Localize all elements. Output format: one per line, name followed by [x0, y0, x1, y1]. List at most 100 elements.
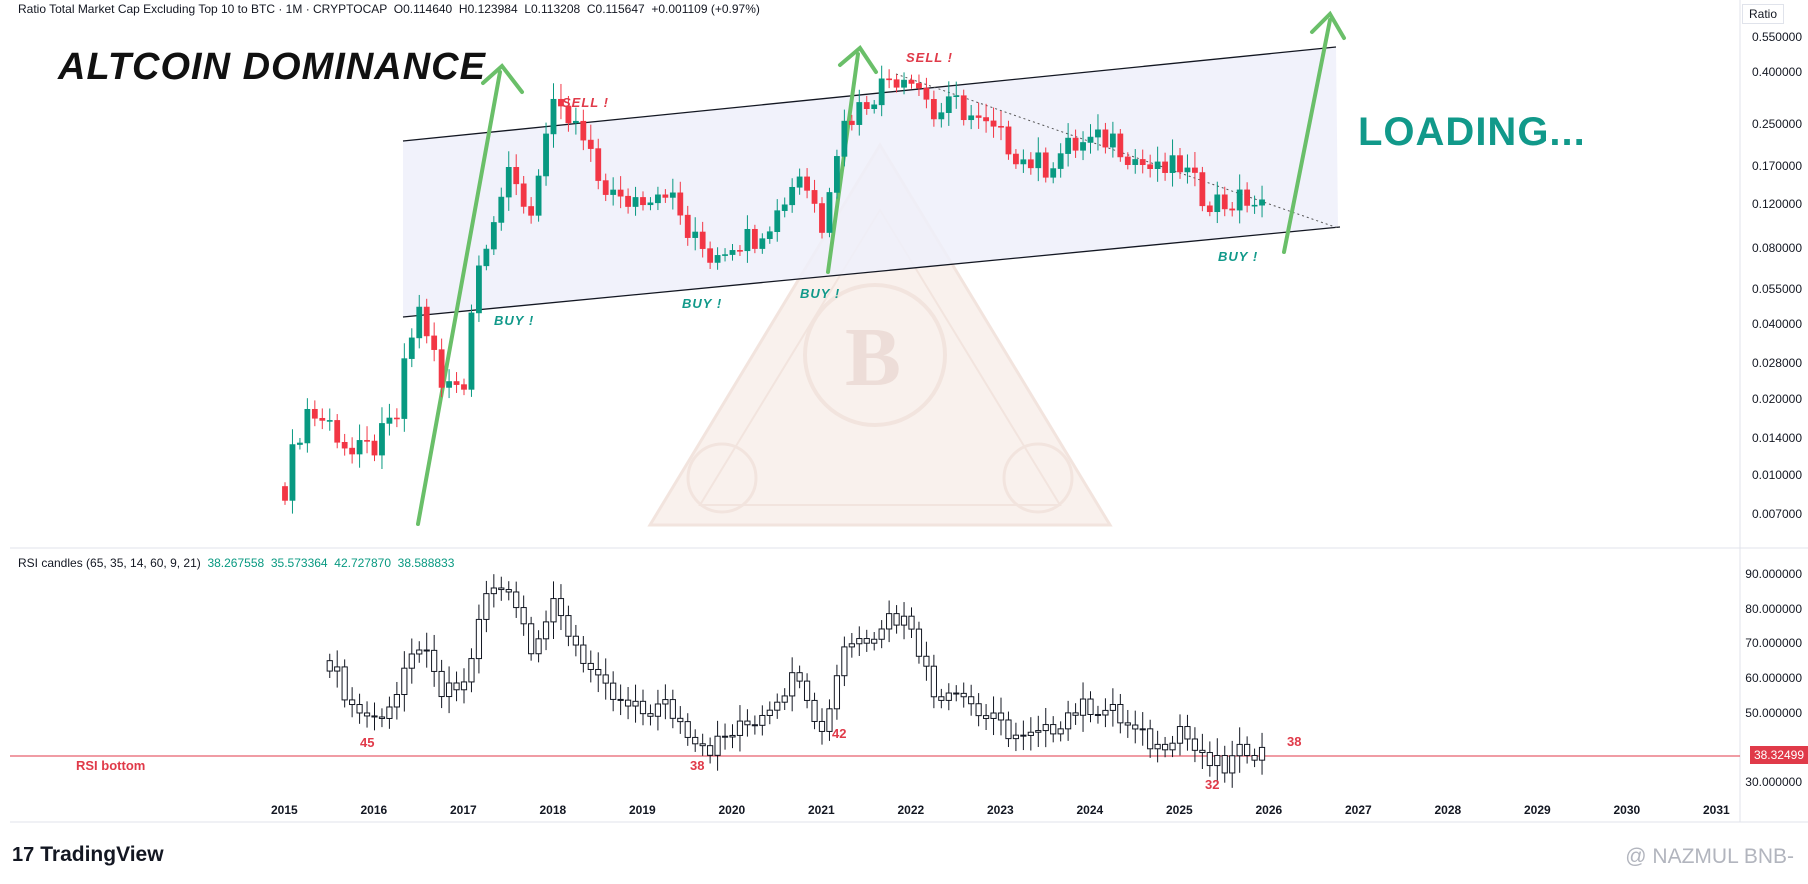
open-value: 0.114640	[403, 2, 453, 16]
rsi-axis-tick: 50.000000	[1745, 705, 1802, 720]
price-candle-body	[804, 176, 810, 191]
rsi-candle-body	[438, 670, 445, 698]
rsi-candle-body	[1229, 755, 1236, 774]
rsi-candle-body	[572, 635, 579, 646]
price-candle-body	[774, 210, 781, 232]
price-candle-body	[1080, 142, 1086, 151]
price-candle-body	[587, 139, 594, 149]
price-candle-body	[476, 265, 482, 314]
rsi-candle-body	[677, 717, 684, 723]
time-axis-tick: 2017	[450, 803, 477, 817]
rsi-candle-body	[1184, 726, 1191, 740]
close-value: 0.115647	[595, 2, 645, 16]
rsi-candle-body	[1065, 712, 1072, 730]
time-axis-tick: 2024	[1076, 803, 1104, 817]
rsi-candle-body	[774, 701, 781, 711]
rsi-candle-body	[1169, 742, 1176, 751]
rsi-low-label: 38	[690, 758, 705, 773]
rsi-candle-body	[1072, 712, 1079, 716]
rsi-candle-body	[811, 699, 818, 722]
price-axis-tick: 0.400000	[1751, 65, 1802, 80]
rsi-candle-body	[401, 667, 408, 696]
rsi-axis-tick: 90.000000	[1745, 567, 1802, 581]
rsi-candle-body	[1012, 734, 1020, 740]
rsi-candle-body	[393, 694, 400, 708]
rsi-candle-body	[587, 662, 594, 670]
price-axis-tick: 0.250000	[1751, 116, 1802, 131]
price-candle-body	[625, 195, 631, 207]
price-candle-body	[923, 87, 930, 100]
rsi-candle-body	[460, 681, 468, 691]
price-candle-body	[1020, 159, 1027, 165]
price-candle-body	[341, 441, 348, 449]
rsi-candle-body	[542, 621, 550, 640]
sell-label: SELL !	[906, 50, 953, 65]
price-candles	[282, 65, 1265, 514]
rsi-candle-body	[1176, 726, 1184, 744]
rsi-candle-body	[982, 715, 990, 719]
rsi-legend[interactable]: RSI candles (65, 35, 14, 60, 9, 21) 38.2…	[18, 556, 454, 570]
rsi-candle-body	[721, 735, 729, 738]
rsi-candle-body	[729, 734, 736, 738]
rsi-candle-body	[386, 706, 393, 719]
price-candle-body	[1169, 155, 1176, 173]
price-candle-body	[1124, 156, 1131, 165]
price-candle-body	[401, 358, 408, 419]
price-candle-body	[669, 192, 676, 198]
rsi-candle-body	[789, 672, 796, 697]
price-axis-tick: 0.120000	[1751, 196, 1802, 211]
price-candle-body	[990, 120, 997, 127]
rsi-candle-body	[475, 618, 483, 660]
price-candle-body	[632, 197, 639, 207]
price-candle-body	[572, 120, 579, 124]
time-axis-tick: 2026	[1255, 803, 1283, 817]
rsi-candle-body	[1147, 728, 1154, 750]
price-candle-body	[826, 192, 833, 233]
rsi-candle-body	[1139, 728, 1146, 731]
rsi-candle-body	[1079, 698, 1087, 716]
rsi-legend-value: 42.727870	[334, 556, 391, 570]
rsi-candle-body	[624, 699, 632, 707]
rsi-candle-body	[669, 699, 676, 719]
price-candle-body	[1050, 168, 1057, 178]
rsi-axis-tick: 30.000000	[1745, 775, 1802, 789]
rsi-candle-body	[528, 623, 535, 655]
price-candle-body	[1177, 155, 1183, 173]
price-candle-body	[356, 440, 363, 455]
rsi-candle-body	[1087, 698, 1094, 715]
rsi-candle-body	[1154, 743, 1161, 750]
buy-label: BUY !	[494, 313, 535, 328]
price-axis-tick: 0.170000	[1751, 158, 1802, 173]
price-candle-body	[975, 115, 982, 118]
price-candle-body	[960, 95, 967, 121]
rsi-candle-body	[453, 682, 460, 691]
rsi-candle-body	[535, 638, 542, 655]
rsi-low-label: 42	[832, 726, 847, 741]
rsi-candle-body	[960, 692, 967, 698]
price-candle-body	[1095, 129, 1101, 138]
rsi-candle-body	[990, 712, 997, 719]
price-candle-body	[878, 78, 885, 106]
price-candle-body	[1154, 161, 1161, 169]
rsi-candle-body	[520, 607, 527, 625]
rsi-candle-body	[595, 668, 602, 676]
price-candle-body	[1229, 208, 1236, 211]
price-candle-body	[714, 255, 721, 263]
rsi-candle-body	[1132, 724, 1139, 730]
rsi-candle-body	[841, 646, 848, 677]
rsi-candle-body	[856, 638, 863, 645]
arrow-future	[1282, 10, 1346, 254]
channel-lower-line[interactable]	[402, 226, 1341, 318]
tradingview-logo[interactable]: 17 TradingView	[12, 843, 164, 867]
price-candle-body	[841, 120, 848, 157]
time-axis-tick: 2028	[1434, 803, 1462, 817]
symbol-legend[interactable]: Ratio Total Market Cap Excluding Top 10 …	[18, 2, 760, 16]
rsi-candle-body	[1109, 703, 1116, 711]
rsi-candle-body	[1020, 734, 1027, 737]
buy-label: BUY !	[1218, 249, 1259, 264]
rsi-candle-body	[893, 613, 900, 626]
channel-upper-line[interactable]	[402, 46, 1337, 142]
rsi-candle-body	[341, 666, 348, 701]
scale-mode-button[interactable]: Ratio	[1741, 4, 1784, 24]
